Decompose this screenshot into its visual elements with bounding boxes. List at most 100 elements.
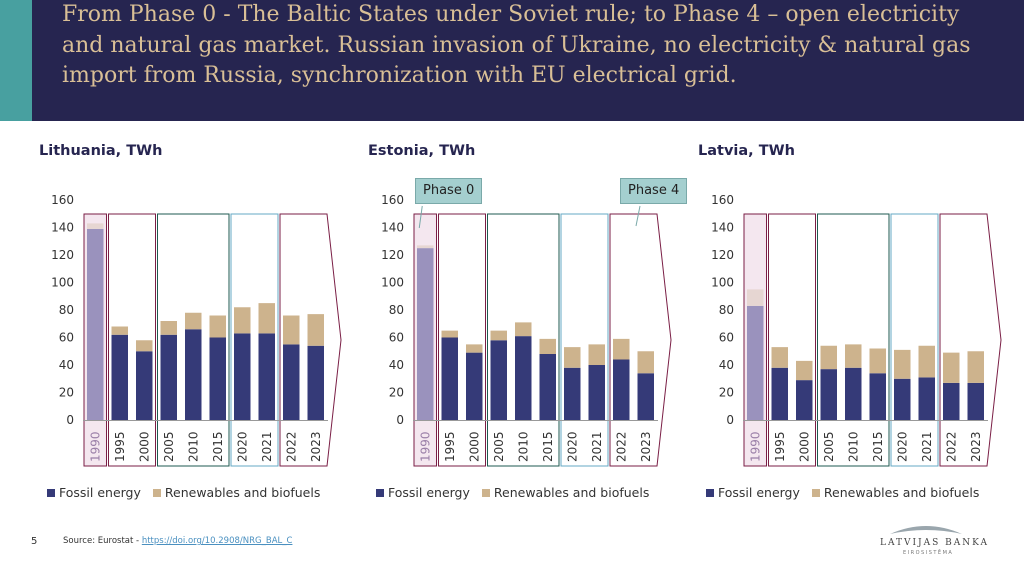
- bar-renewables: [747, 289, 764, 306]
- legend-label-renewables: Renewables and biofuels: [823, 485, 980, 500]
- legend-label-fossil: Fossil energy: [59, 485, 141, 500]
- chart-title-latvia: Latvia, TWh: [698, 143, 795, 159]
- chart-latvia: 0 20 40 60 80 100 120 140 160 1990 1995 2000 2005 201…: [711, 193, 1002, 467]
- logo-subtext: EIROSISTĒMA: [903, 550, 954, 556]
- phase3-box: [230, 213, 279, 467]
- legend-label-renewables: Renewables and biofuels: [164, 485, 321, 500]
- bar-renewables: [820, 345, 837, 370]
- phase4-arrow: [939, 213, 1002, 467]
- y-tick-label: 20: [389, 386, 404, 400]
- header-accent-bar: [0, 0, 32, 121]
- x-tick-label: 2023: [639, 431, 653, 462]
- phase1-box: [768, 213, 816, 467]
- legend-swatch-fossil: [706, 488, 714, 497]
- bar-fossil: [967, 382, 984, 420]
- x-tick-label: 2021: [590, 431, 604, 462]
- phase0-callout: Phase 0: [415, 178, 483, 204]
- chart-estonia: 0 20 40 60 80 100 120 140 160 1990 1995 2000 2005 201…: [381, 193, 672, 467]
- y-tick-label: 40: [59, 358, 74, 372]
- y-tick-label: 120: [51, 248, 74, 262]
- bar-fossil: [466, 352, 483, 420]
- bar-fossil: [258, 333, 275, 420]
- bar-renewables: [160, 321, 177, 335]
- bar-fossil: [417, 248, 434, 420]
- bar-renewables: [466, 344, 483, 353]
- legend-lithuania: Fossil energy Renewables and biofuels: [47, 485, 332, 500]
- x-tick-label: 2022: [944, 431, 958, 462]
- bar-fossil: [87, 228, 104, 420]
- legend-latvia: Fossil energy Renewables and biofuels: [706, 485, 991, 500]
- x-tick-label: 2015: [871, 431, 885, 462]
- y-tick-label: 140: [381, 221, 404, 235]
- bar-renewables: [283, 315, 300, 345]
- bar-renewables: [111, 326, 128, 335]
- x-tick-label: 2010: [846, 431, 860, 462]
- bar-fossil: [441, 337, 458, 420]
- bar-fossil: [918, 377, 935, 420]
- y-tick-label: 60: [719, 331, 734, 345]
- bar-renewables: [967, 351, 984, 383]
- x-tick-label: 2000: [797, 431, 811, 462]
- legend-swatch-fossil: [47, 488, 55, 497]
- bar-fossil: [894, 378, 911, 420]
- source-link[interactable]: https://doi.org/10.2908/NRG_BAL_C: [141, 536, 293, 546]
- bar-renewables: [307, 314, 324, 346]
- x-tick-label: 2005: [822, 431, 836, 462]
- legend-swatch-renewables: [152, 488, 161, 497]
- y-tick-label: 120: [711, 248, 734, 262]
- bar-fossil: [136, 351, 153, 420]
- bar-renewables: [869, 348, 886, 374]
- x-tick-label: 2010: [186, 431, 200, 462]
- y-tick-label: 140: [51, 221, 74, 235]
- source-note: Source: Eurostat - https://doi.org/10.29…: [63, 536, 292, 546]
- bar-renewables: [417, 245, 434, 249]
- legend-swatch-renewables: [811, 488, 820, 497]
- bar-fossil: [747, 305, 764, 420]
- y-tick-label: 100: [51, 276, 74, 290]
- y-tick-label: 0: [396, 413, 404, 427]
- bar-fossil: [820, 369, 837, 420]
- y-tick-label: 80: [719, 303, 734, 317]
- bar-fossil: [637, 373, 654, 420]
- phase3-box: [560, 213, 609, 467]
- x-tick-label: 2023: [309, 431, 323, 462]
- chart-title-lithuania: Lithuania, TWh: [39, 143, 163, 159]
- y-tick-label: 0: [66, 413, 74, 427]
- x-tick-label: 2023: [969, 431, 983, 462]
- bar-fossil: [943, 382, 960, 420]
- chart-lithuania: 0 20 40 60 80 100 120 140 160 1990 1995 2000 2005 201…: [51, 193, 342, 467]
- header-banner: [0, 0, 1024, 121]
- y-tick-label: 160: [51, 193, 74, 207]
- x-tick-label: 2015: [541, 431, 555, 462]
- bar-renewables: [894, 349, 911, 379]
- bar-renewables: [441, 330, 458, 338]
- slide-title: From Phase 0 - The Baltic States under S…: [62, 2, 971, 88]
- bar-fossil: [796, 380, 813, 420]
- y-tick-label: 40: [719, 358, 734, 372]
- chart-title-estonia: Estonia, TWh: [368, 143, 476, 159]
- y-tick-label: 60: [59, 331, 74, 345]
- bar-fossil: [234, 333, 251, 420]
- bar-fossil: [613, 359, 630, 420]
- legend-item-fossil: Fossil energy: [47, 485, 141, 500]
- bar-renewables: [258, 303, 275, 334]
- phase2-box: [487, 213, 560, 467]
- phase2-box: [157, 213, 230, 467]
- bar-renewables: [943, 352, 960, 383]
- bar-renewables: [234, 307, 251, 334]
- phase4-arrow: [279, 213, 342, 467]
- x-tick-label: 2015: [211, 431, 225, 462]
- bar-renewables: [209, 315, 226, 338]
- x-tick-label: 2005: [162, 431, 176, 462]
- legend-estonia: Fossil energy Renewables and biofuels: [376, 485, 661, 500]
- bar-fossil: [564, 367, 581, 420]
- x-tick-label: 2021: [920, 431, 934, 462]
- bar-fossil: [185, 329, 202, 420]
- x-tick-label: 2021: [260, 431, 274, 462]
- x-tick-label: 1990: [748, 431, 762, 462]
- x-tick-label: 1995: [113, 431, 127, 462]
- y-tick-label: 120: [381, 248, 404, 262]
- x-tick-label: 2020: [235, 431, 249, 462]
- x-tick-label: 2022: [284, 431, 298, 462]
- legend-label-renewables: Renewables and biofuels: [493, 485, 650, 500]
